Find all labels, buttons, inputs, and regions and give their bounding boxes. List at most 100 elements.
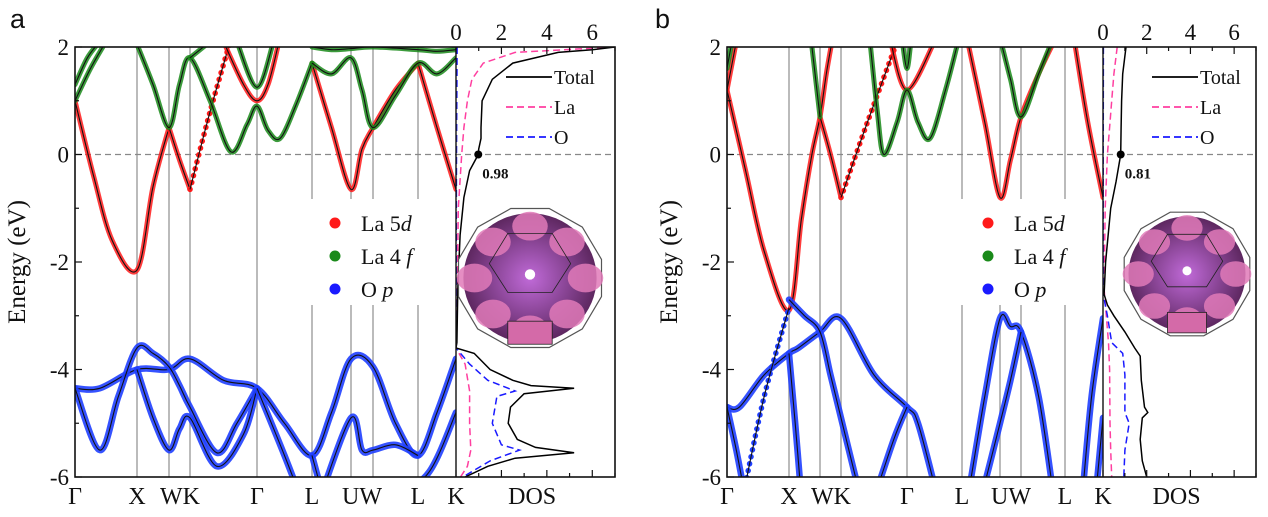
dos-axis-label: DOS (1153, 484, 1201, 510)
band-line (424, 412, 456, 477)
fermi-surface-neck (475, 227, 511, 257)
band-line (75, 344, 258, 454)
fermi-surface-inset (1122, 211, 1252, 337)
k-point-label: Γ (250, 484, 264, 510)
band-line (840, 47, 896, 198)
legend-label: La 4 f (361, 244, 415, 269)
k-point-label: X (780, 484, 797, 510)
legend-label: La 4 f (1014, 244, 1068, 269)
legend-label-text: La 4 (361, 244, 406, 269)
y-tick-label: 2 (58, 35, 70, 60)
y-tick-label: -2 (702, 250, 721, 275)
dos-tick-label: 6 (587, 20, 599, 45)
band-line (256, 388, 294, 477)
k-point-label: K (1094, 484, 1112, 510)
dos-curve-la (456, 47, 615, 477)
band-line (1001, 47, 1051, 118)
fermi-surface-face (1167, 311, 1207, 334)
fermi-surface-neck (475, 299, 511, 329)
band-line (75, 47, 96, 85)
band-line (880, 406, 908, 477)
panel-letter: a (10, 4, 26, 34)
y-axis-label: Energy (eV) (4, 200, 31, 324)
k-point-label: Γ (68, 484, 82, 510)
k-point-label: WK (811, 484, 852, 510)
fermi-surface-face (507, 320, 553, 345)
dos-tick-label: 2 (1141, 20, 1153, 45)
legend-label-orbital: p (380, 277, 393, 302)
fermi-surface-neck (1171, 215, 1203, 241)
band-line (1074, 47, 1103, 198)
band-line (189, 47, 230, 190)
panel-letter: b (655, 4, 670, 34)
band-line (238, 47, 273, 88)
band-line (819, 116, 842, 198)
legend-marker (329, 217, 341, 229)
dos-legend-label: La (1200, 97, 1221, 119)
fermi-surface-neck (512, 211, 548, 241)
band-line (168, 127, 191, 190)
fermi-surface-neck (1122, 261, 1154, 287)
y-tick-label: 0 (58, 143, 70, 168)
y-tick-label: -6 (50, 465, 69, 490)
band-line (311, 455, 319, 477)
dos-tick-label: 0 (450, 20, 462, 45)
band-line (417, 62, 456, 190)
legend-marker (982, 217, 994, 229)
legend-label-text: La 4 (1014, 244, 1059, 269)
k-point-label: K (447, 484, 465, 510)
band-line (189, 47, 205, 59)
dos-legend-label: Total (1200, 67, 1241, 89)
band-o-p-projection (967, 311, 1055, 477)
band-line (1083, 318, 1103, 477)
dos-axis-label: DOS (508, 484, 556, 510)
y-tick-label: 2 (710, 35, 722, 60)
fermi-surface-neck (549, 227, 585, 257)
legend-label-text: La 5 (361, 211, 401, 236)
fermi-surface-neck (1138, 293, 1171, 319)
k-point-label: UW (342, 484, 382, 510)
band-line (870, 47, 958, 156)
dos-fermi-value-label: 0.98 (482, 167, 508, 183)
band-line (970, 313, 1052, 477)
dos-legend-label: O (1200, 127, 1214, 149)
fermi-surface-neck (549, 299, 585, 329)
dos-tick-label: 2 (496, 20, 508, 45)
band-line (727, 47, 832, 312)
y-axis-label: Energy (eV) (656, 200, 683, 324)
k-point-label: WK (160, 484, 201, 510)
fermi-surface-hole (1182, 266, 1192, 276)
fermi-surface-hole (524, 269, 536, 280)
fermi-surface-neck (1203, 293, 1236, 319)
dos-tick-label: 6 (1228, 20, 1240, 45)
legend-marker (982, 283, 994, 295)
k-point-label: Γ (720, 484, 734, 510)
band-line (311, 62, 419, 190)
band-line (311, 57, 456, 129)
dos-tick-label: 4 (541, 20, 553, 45)
dos-fermi-marker (474, 150, 483, 159)
band-line (746, 307, 790, 477)
legend-label: O p (1014, 277, 1046, 302)
legend-marker (982, 250, 994, 262)
dos-curve-total (1103, 47, 1149, 477)
fermi-surface-inset (456, 207, 604, 349)
band-line (902, 47, 911, 70)
y-tick-label: -6 (702, 465, 721, 490)
legend-label-orbital: f (1059, 244, 1068, 269)
y-tick-label: -2 (50, 250, 69, 275)
k-point-label: L (955, 484, 970, 510)
dos-tick-label: 0 (1097, 20, 1109, 45)
fermi-surface-neck (1220, 261, 1252, 287)
y-tick-label: 0 (710, 143, 722, 168)
bands (75, 47, 456, 477)
fermi-surface-neck (456, 263, 493, 293)
bands (727, 47, 1103, 477)
dos-legend-label: O (554, 127, 568, 149)
dos-fermi-value-label: 0.81 (1125, 167, 1151, 183)
band-la-5d-projection (75, 98, 172, 275)
legend-label-text: La 5 (1014, 211, 1054, 236)
legend-label: La 5d (1014, 211, 1066, 236)
